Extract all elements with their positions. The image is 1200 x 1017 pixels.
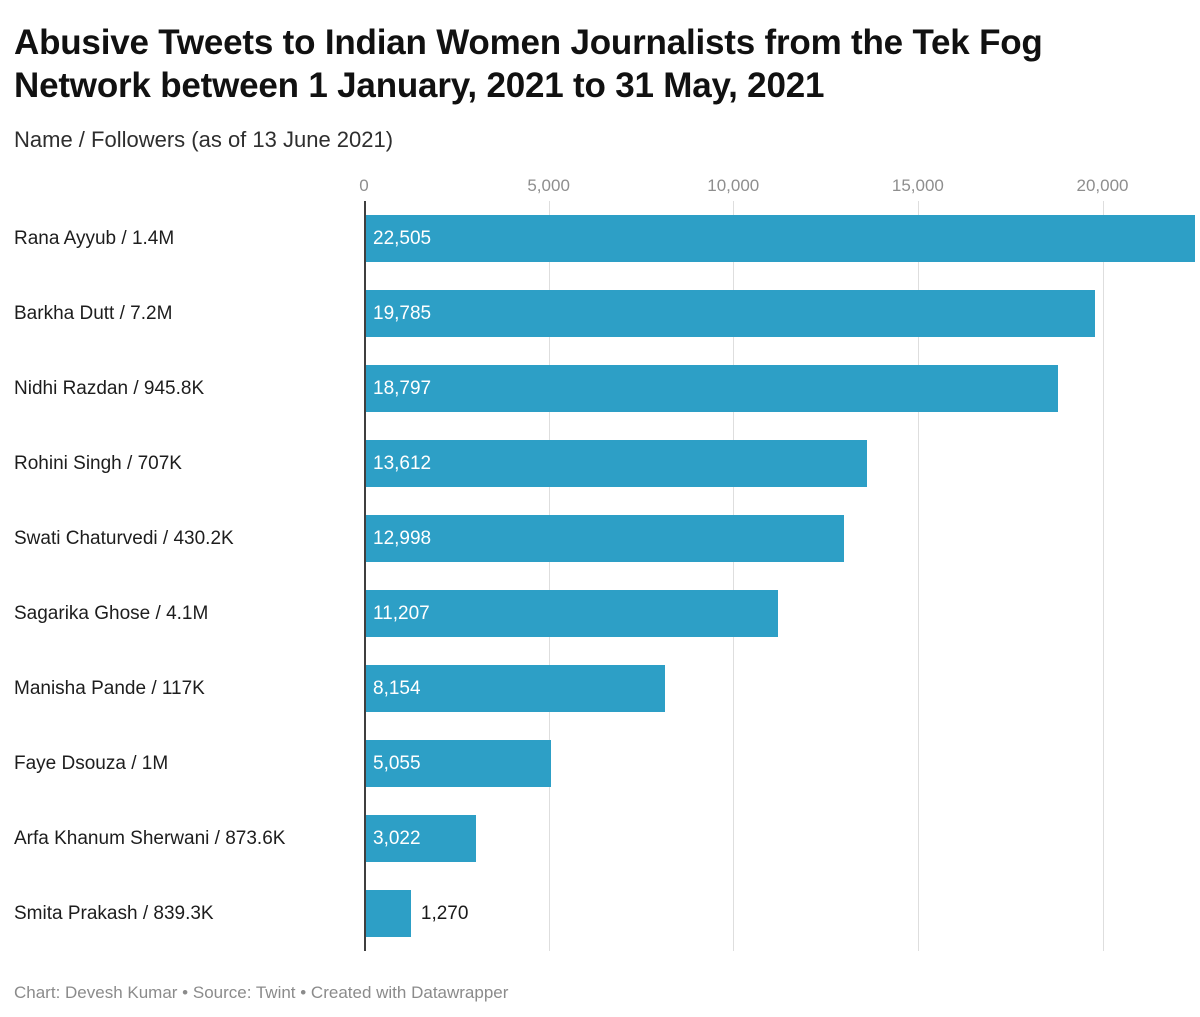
gridline: [548, 201, 550, 952]
gridline: [733, 201, 735, 952]
bar: 18,797: [364, 365, 1059, 413]
bar-label: Rohini Singh / 707K: [14, 452, 182, 474]
bar: 12,998: [364, 515, 844, 563]
x-tick-label: 15,000: [891, 176, 944, 196]
chart-header: Abusive Tweets to Indian Women Journalis…: [14, 22, 1195, 153]
bar-track: 1,270: [364, 890, 1195, 938]
chart-title: Abusive Tweets to Indian Women Journalis…: [14, 23, 1043, 105]
bar-value: 3,022: [373, 827, 421, 849]
gridline: [1102, 201, 1104, 952]
bar-label: Arfa Khanum Sherwani / 873.6K: [14, 827, 286, 849]
bar: 5,055: [364, 740, 551, 788]
bar-track: 18,797: [364, 365, 1195, 413]
bar-row: Manisha Pande / 117K 8,154: [14, 651, 1195, 726]
bar-track: 8,154: [364, 665, 1195, 713]
x-tick-label: 0: [359, 176, 369, 196]
bar: 3,022: [364, 815, 476, 863]
bar-row: Rana Ayyub / 1.4M 22,505: [14, 201, 1195, 276]
bar-row: Arfa Khanum Sherwani / 873.6K 3,022: [14, 801, 1195, 876]
x-axis: 0 5,000 10,000 15,000 20,000: [14, 173, 1195, 201]
x-tick-label: 20,000: [1076, 176, 1129, 196]
bar-value: 12,998: [373, 527, 432, 549]
bar-value: 5,055: [373, 752, 421, 774]
axis-spacer: [14, 173, 364, 201]
bar-value: 19,785: [373, 302, 432, 324]
bar-label: Sagarika Ghose / 4.1M: [14, 602, 209, 624]
bar-value: 1,270: [420, 902, 469, 924]
bar: 8,154: [364, 665, 666, 713]
bar-track: 11,207: [364, 590, 1195, 638]
bar-row: Barkha Dutt / 7.2M 19,785: [14, 276, 1195, 351]
gridline: [917, 201, 919, 952]
bar-chart: 0 5,000 10,000 15,000 20,000 Rana Ayyub / 1.…: [14, 173, 1195, 952]
bar-label: Barkha Dutt / 7.2M: [14, 302, 173, 324]
axis-zero-line: [364, 201, 366, 952]
bar-row: Smita Prakash / 839.3K 1,270: [14, 876, 1195, 951]
bar-row: Swati Chaturvedi / 430.2K 12,998: [14, 501, 1195, 576]
bar-rows: Rana Ayyub / 1.4M 22,505 Barkha Dutt / 7.2…: [14, 201, 1195, 951]
bar-label: Swati Chaturvedi / 430.2K: [14, 527, 234, 549]
bar-label: Faye Dsouza / 1M: [14, 752, 169, 774]
bar-value: 22,505: [373, 227, 432, 249]
bar-value: 13,612: [373, 452, 432, 474]
bar-value: 18,797: [373, 377, 432, 399]
bar-track: 19,785: [364, 290, 1195, 338]
bar-track: 3,022: [364, 815, 1195, 863]
bar-row: Nidhi Razdan / 945.8K 18,797: [14, 351, 1195, 426]
chart-subtitle: Name / Followers (as of 13 June 2021): [14, 127, 394, 153]
bar-track: 12,998: [364, 515, 1195, 563]
chart-footer: Chart: Devesh Kumar • Source: Twint • Cr…: [14, 983, 1195, 1017]
gridlines: [364, 201, 1195, 952]
x-tick-label: 10,000: [707, 176, 760, 196]
credits: Chart: Devesh Kumar • Source: Twint • Cr…: [14, 983, 509, 1003]
bar-row: Sagarika Ghose / 4.1M 11,207: [14, 576, 1195, 651]
bar: 11,207: [364, 590, 778, 638]
bar-value: 8,154: [373, 677, 421, 699]
bar-track: 5,055: [364, 740, 1195, 788]
bar-label: Rana Ayyub / 1.4M: [14, 227, 175, 249]
bar: 19,785: [364, 290, 1095, 338]
bar-row: Faye Dsouza / 1M 5,055: [14, 726, 1195, 801]
x-tick-label: 5,000: [527, 176, 570, 196]
x-axis-ticks: 0 5,000 10,000 15,000 20,000: [359, 173, 1195, 201]
bar-label: Manisha Pande / 117K: [14, 677, 205, 699]
bar-track: 13,612: [364, 440, 1195, 488]
chart-body: Rana Ayyub / 1.4M 22,505 Barkha Dutt / 7.2…: [14, 201, 1195, 952]
bar-value: 11,207: [373, 602, 430, 624]
bar: 22,505: [364, 215, 1195, 263]
bar-label: Nidhi Razdan / 945.8K: [14, 377, 205, 399]
bar: [364, 890, 411, 938]
bar: 13,612: [364, 440, 867, 488]
bar-track: 22,505: [364, 215, 1195, 263]
bar-row: Rohini Singh / 707K 13,612: [14, 426, 1195, 501]
bar-label: Smita Prakash / 839.3K: [14, 902, 214, 924]
